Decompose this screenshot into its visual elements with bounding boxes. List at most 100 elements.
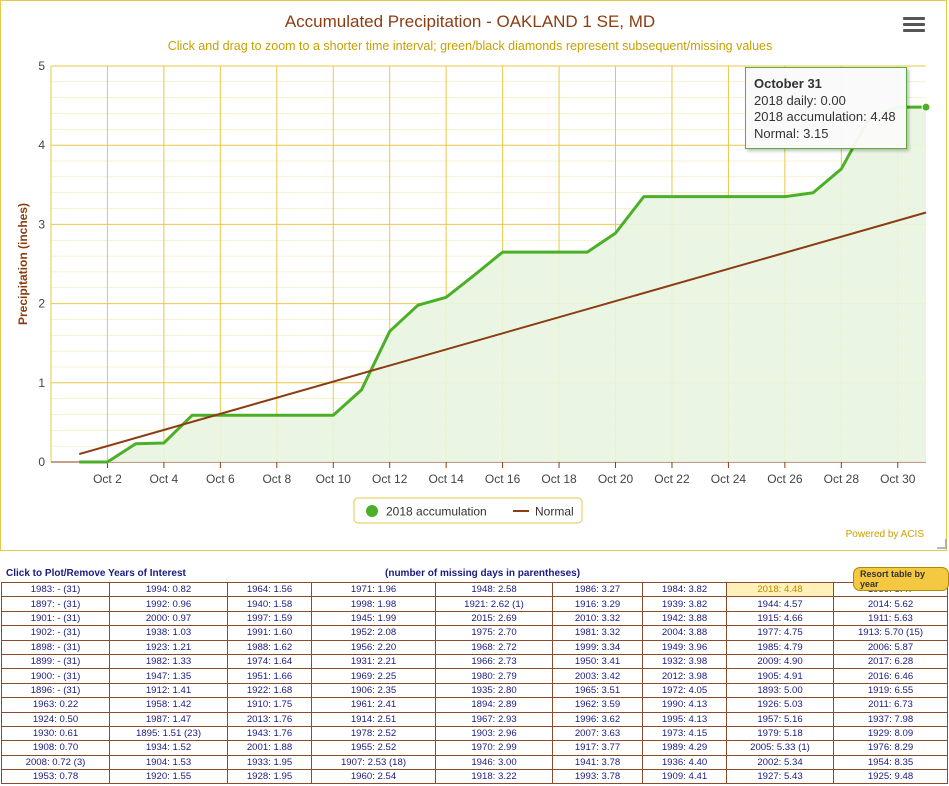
year-cell[interactable]: 1899: - (31) [1,653,110,670]
year-cell[interactable]: 1997: 1.59 [227,610,312,627]
year-cell[interactable]: 1914: 2.51 [311,711,436,727]
year-cell[interactable]: 1966: 2.73 [435,653,553,670]
year-cell[interactable]: 1893: 5.00 [726,682,834,699]
year-cell[interactable]: 1896: - (31) [1,682,110,699]
year-cell[interactable]: 1911: 5.63 [833,610,948,627]
year-cell[interactable]: 2004: 3.88 [642,625,727,641]
year-cell[interactable]: 2018: 4.48 [726,581,834,598]
year-cell[interactable]: 1986: 3.27 [552,581,643,598]
year-cell[interactable]: 1961: 2.41 [311,697,436,713]
year-cell[interactable]: 1984: 3.82 [642,581,727,598]
year-cell[interactable]: 1936: 4.40 [642,754,727,771]
year-cell[interactable]: 1942: 3.88 [642,610,727,627]
year-cell[interactable]: 1921: 2.62 (1) [435,596,553,612]
year-cell[interactable]: 1930: 0.61 [1,725,110,742]
year-cell[interactable]: 1938: 1.03 [109,625,228,641]
year-cell[interactable]: 1919: 6.55 [833,682,948,699]
year-cell[interactable]: 1972: 4.05 [642,682,727,699]
year-cell[interactable]: 2002: 5.34 [726,754,834,771]
year-cell[interactable]: 2010: 3.32 [552,610,643,627]
year-cell[interactable]: 1931: 2.21 [311,653,436,670]
year-cell[interactable]: 1949: 3.96 [642,639,727,655]
year-cell[interactable]: 1945: 1.99 [311,610,436,627]
hover-point[interactable] [921,102,931,112]
year-cell[interactable]: 1895: 1.51 (23) [109,725,228,742]
year-cell[interactable]: 1967: 2.93 [435,711,553,727]
year-cell[interactable]: 1973: 4.15 [642,725,727,742]
year-cell[interactable]: 1981: 3.32 [552,625,643,641]
year-cell[interactable]: 1908: 0.70 [1,740,110,756]
year-cell[interactable]: 1960: 2.54 [311,769,436,785]
year-cell[interactable]: 1929: 8.09 [833,725,948,742]
year-cell[interactable]: 1902: - (31) [1,625,110,641]
year-cell[interactable]: 1910: 1.75 [227,697,312,713]
year-cell[interactable]: 2013: 1.76 [227,711,312,727]
year-cell[interactable]: 1943: 1.76 [227,725,312,742]
year-cell[interactable]: 1976: 8.29 [833,740,948,756]
legend-normal-label[interactable]: Normal [535,505,574,519]
year-cell[interactable]: 2001: 1.88 [227,740,312,756]
year-cell[interactable]: 1948: 2.58 [435,581,553,598]
year-cell[interactable]: 1969: 2.25 [311,668,436,684]
year-cell[interactable]: 1993: 3.78 [552,769,643,785]
year-cell[interactable]: 1946: 3.00 [435,754,553,771]
year-cell[interactable]: 1940: 1.58 [227,596,312,612]
year-cell[interactable]: 1956: 2.20 [311,639,436,655]
resort-table-button[interactable]: Resort table by year [853,567,949,591]
year-cell[interactable]: 1905: 4.91 [726,668,834,684]
year-cell[interactable]: 1977: 4.75 [726,625,834,641]
year-cell[interactable]: 1918: 3.22 [435,769,553,785]
year-cell[interactable]: 1901: - (31) [1,610,110,627]
year-cell[interactable]: 1894: 2.89 [435,697,553,713]
year-cell[interactable]: 2014: 5.62 [833,596,948,612]
year-cell[interactable]: 1963: 0.22 [1,697,110,713]
year-cell[interactable]: 1982: 1.33 [109,653,228,670]
year-cell[interactable]: 1903: 2.96 [435,725,553,742]
year-cell[interactable]: 1944: 4.57 [726,596,834,612]
year-cell[interactable]: 2005: 5.33 (1) [726,740,834,756]
year-cell[interactable]: 1923: 1.21 [109,639,228,655]
year-cell[interactable]: 1953: 0.78 [1,769,110,785]
year-cell[interactable]: 1999: 3.34 [552,639,643,655]
year-cell[interactable]: 1968: 2.72 [435,639,553,655]
year-cell[interactable]: 1935: 2.80 [435,682,553,699]
precipitation-chart[interactable]: Accumulated Precipitation - OAKLAND 1 SE… [1,1,948,552]
chart-menu-icon[interactable] [903,17,925,37]
year-cell[interactable]: 1980: 2.79 [435,668,553,684]
year-cell[interactable]: 1904: 1.53 [109,754,228,771]
year-cell[interactable]: 1989: 4.29 [642,740,727,756]
year-cell[interactable]: 1897: - (31) [1,596,110,612]
year-cell[interactable]: 1926: 5.03 [726,697,834,713]
year-cell[interactable]: 1992: 0.96 [109,596,228,612]
year-cell[interactable]: 1939: 3.82 [642,596,727,612]
year-cell[interactable]: 1933: 1.95 [227,754,312,771]
year-cell[interactable]: 1962: 3.59 [552,697,643,713]
year-cell[interactable]: 1900: - (31) [1,668,110,684]
year-cell[interactable]: 1898: - (31) [1,639,110,655]
year-cell[interactable]: 1988: 1.62 [227,639,312,655]
acis-credit-link[interactable]: Powered by ACIS [845,529,924,540]
year-cell[interactable]: 1996: 3.62 [552,711,643,727]
year-cell[interactable]: 1924: 0.50 [1,711,110,727]
year-cell[interactable]: 1974: 1.64 [227,653,312,670]
year-cell[interactable]: 1998: 1.98 [311,596,436,612]
year-cell[interactable]: 1917: 3.77 [552,740,643,756]
legend-accumulation-label[interactable]: 2018 accumulation [386,505,487,519]
year-cell[interactable]: 2003: 3.42 [552,668,643,684]
year-cell[interactable]: 1978: 2.52 [311,725,436,742]
year-cell[interactable]: 1994: 0.82 [109,581,228,598]
year-cell[interactable]: 2000: 0.97 [109,610,228,627]
year-cell[interactable]: 1965: 3.51 [552,682,643,699]
year-cell[interactable]: 1925: 9.48 [833,769,948,785]
year-cell[interactable]: 1937: 7.98 [833,711,948,727]
year-cell[interactable]: 1916: 3.29 [552,596,643,612]
year-cell[interactable]: 2011: 6.73 [833,697,948,713]
year-cell[interactable]: 1915: 4.66 [726,610,834,627]
year-cell[interactable]: 1991: 1.60 [227,625,312,641]
year-cell[interactable]: 1941: 3.78 [552,754,643,771]
resize-handle-icon[interactable] [937,539,947,549]
year-cell[interactable]: 1971: 1.96 [311,581,436,598]
year-cell[interactable]: 1922: 1.68 [227,682,312,699]
year-cell[interactable]: 1950: 3.41 [552,653,643,670]
year-cell[interactable]: 2017: 6.28 [833,653,948,670]
